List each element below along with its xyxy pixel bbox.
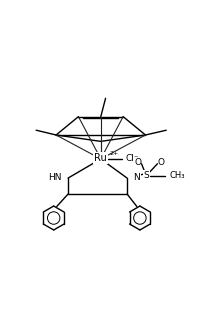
Text: CH₃: CH₃ [169,171,185,180]
Text: 2+: 2+ [110,151,119,156]
Text: O: O [134,158,141,167]
Text: Ru: Ru [94,153,107,163]
Text: S: S [143,171,149,180]
Text: HN: HN [48,173,62,182]
Text: O: O [158,158,165,167]
Text: Cl⁻: Cl⁻ [125,154,139,163]
Text: N: N [133,173,140,182]
